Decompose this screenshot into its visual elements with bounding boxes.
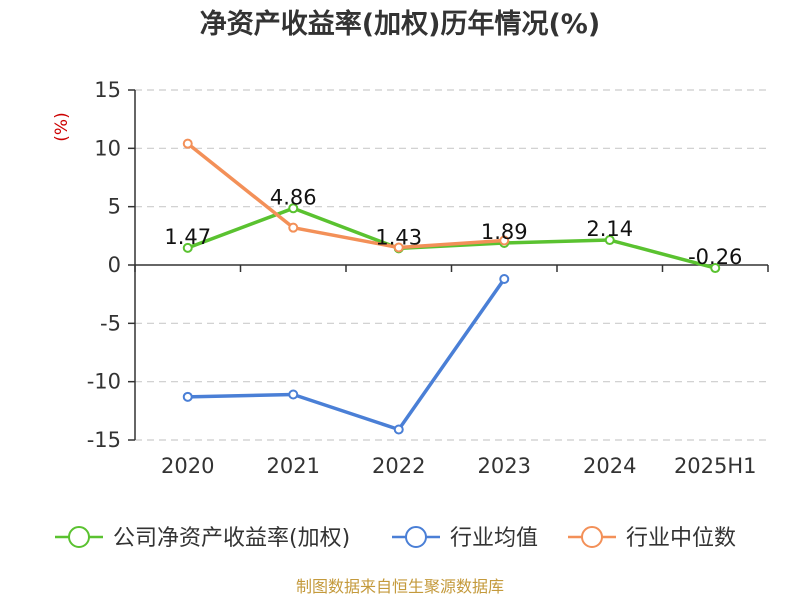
y-axis-unit: (%) (52, 112, 72, 141)
data-point (288, 222, 299, 233)
legend-label: 行业中位数 (626, 526, 736, 551)
data-point (393, 242, 404, 253)
series-line-2 (186, 142, 505, 250)
data-point (288, 203, 299, 214)
data-label: 1.47 (164, 225, 211, 249)
y-tick-label: -10 (87, 370, 121, 394)
series-lines (182, 138, 721, 435)
data-label: 4.86 (270, 185, 317, 209)
legend-marker (68, 526, 90, 548)
y-tick-label: -15 (87, 428, 121, 452)
y-axis-ticks: 15 10 5 0 -5 -10 -15 (87, 78, 136, 452)
legend-label: 公司净资产收益率(加权) (113, 526, 350, 551)
legend-label: 行业均值 (450, 526, 538, 551)
data-point (182, 391, 193, 402)
x-tick-label: 2024 (583, 454, 636, 478)
x-tick-label: 2023 (478, 454, 531, 478)
data-point (710, 263, 721, 274)
series-line-0 (187, 206, 716, 270)
data-label: 2.14 (586, 217, 633, 241)
y-tick-label: 15 (94, 78, 121, 102)
legend: 公司净资产收益率(加权) 行业均值 行业中位数 (55, 526, 736, 551)
chart-title: 净资产收益率(加权)历年情况(%) (200, 8, 600, 40)
x-axis: 2020 2021 2022 2023 2024 2025H1 (134, 264, 769, 478)
x-tick-label: 2021 (267, 454, 320, 478)
grid-lines (135, 89, 768, 441)
data-point (499, 235, 510, 246)
data-label: 1.43 (375, 225, 422, 249)
data-point (604, 235, 615, 246)
data-point (288, 389, 299, 400)
legend-marker (405, 526, 427, 548)
y-tick-label: -5 (100, 311, 121, 335)
data-point (182, 138, 193, 149)
series-line-1 (187, 277, 506, 432)
x-tick-label: 2020 (161, 454, 214, 478)
data-label: 1.89 (481, 220, 528, 244)
source-note: 制图数据来自恒生聚源数据库 (296, 577, 504, 596)
data-labels: 1.47 4.86 1.43 1.89 2.14 -0.26 (164, 185, 742, 269)
data-point (499, 274, 510, 284)
legend-marker (581, 526, 603, 548)
y-tick-label: 0 (108, 253, 121, 277)
x-tick-label: 2022 (372, 454, 425, 478)
y-tick-label: 10 (94, 136, 121, 160)
data-label: -0.26 (688, 245, 742, 269)
data-point (393, 424, 404, 435)
y-tick-label: 5 (108, 195, 121, 219)
data-point (182, 242, 193, 253)
x-tick-label: 2025H1 (674, 454, 757, 478)
